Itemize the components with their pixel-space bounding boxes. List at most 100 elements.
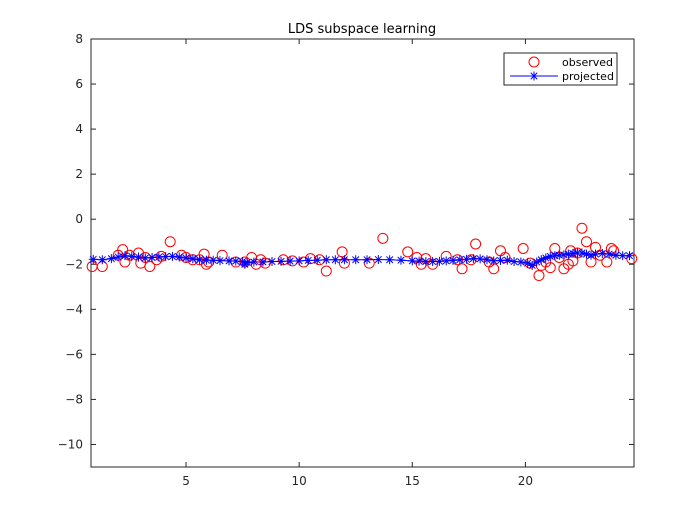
legend-box	[503, 52, 618, 86]
star-stroke	[524, 259, 532, 267]
projected-point	[276, 256, 286, 266]
star-stroke	[560, 251, 568, 259]
projected-point	[174, 252, 184, 262]
star-stroke	[582, 250, 591, 258]
projected-point	[482, 255, 492, 265]
observed-point	[144, 261, 156, 273]
projected-point	[267, 257, 277, 267]
star-stroke	[196, 256, 204, 264]
star-stroke	[162, 253, 170, 261]
star-stroke	[352, 256, 360, 264]
observed-point	[517, 242, 529, 254]
star-stroke	[605, 250, 613, 258]
projected-point	[154, 252, 164, 262]
x-tick-label: 20	[518, 474, 533, 488]
projected-point	[339, 255, 349, 265]
star-stroke	[313, 256, 321, 264]
projected-point	[597, 248, 607, 258]
star-stroke	[422, 257, 430, 266]
projected-point	[523, 258, 533, 268]
observed-point	[533, 270, 545, 282]
star-stroke	[449, 256, 457, 265]
star-stroke	[510, 257, 518, 266]
projected-point	[224, 256, 234, 266]
projected-point	[385, 255, 395, 265]
star-stroke	[415, 257, 423, 265]
star-stroke	[578, 249, 586, 257]
observed-point	[377, 232, 389, 244]
observed-point	[605, 242, 617, 254]
projected-point	[258, 257, 268, 267]
projected-point	[321, 255, 331, 265]
star-stroke	[225, 257, 233, 265]
plot-area	[91, 39, 634, 467]
star-stroke	[591, 250, 600, 258]
y-tick-label: 2	[75, 167, 83, 181]
projected-point	[396, 255, 406, 265]
y-tick-label: −2	[65, 257, 83, 271]
star-stroke	[189, 255, 197, 263]
star-stroke	[331, 256, 339, 264]
star-stroke	[483, 256, 491, 264]
star-stroke	[259, 258, 267, 266]
projected-point	[215, 256, 225, 266]
axes-box	[90, 38, 635, 468]
star-stroke	[587, 251, 595, 259]
legend-marker-observed	[528, 56, 540, 68]
observed-point	[402, 246, 414, 258]
star-stroke	[277, 257, 285, 265]
legend-label-projected: projected	[562, 70, 614, 83]
projected-point	[106, 254, 116, 264]
projected-point	[167, 251, 177, 261]
y-tick-label: 4	[75, 122, 83, 136]
star-stroke	[250, 258, 258, 266]
star-stroke	[564, 250, 572, 258]
star-stroke	[546, 252, 554, 260]
projected-point	[455, 255, 465, 265]
star-stroke	[612, 251, 620, 259]
star-stroke	[374, 255, 382, 264]
projected-point	[373, 255, 383, 265]
star-stroke	[517, 258, 525, 266]
projected-point	[285, 256, 295, 266]
star-stroke	[89, 255, 97, 263]
chart-title: LDS subspace learning	[288, 22, 436, 37]
star-stroke	[490, 257, 498, 265]
star-stroke	[182, 254, 190, 262]
projected-point	[97, 255, 107, 265]
star-stroke	[295, 257, 303, 265]
projected-point	[462, 254, 472, 264]
observed-point	[544, 262, 556, 274]
projected-point	[624, 251, 634, 261]
star-stroke	[155, 253, 163, 261]
projected-point	[88, 254, 98, 264]
star-stroke	[134, 253, 143, 261]
x-tick-label: 15	[405, 474, 420, 488]
star-stroke	[598, 249, 606, 258]
star-stroke	[216, 257, 224, 265]
star-stroke	[476, 255, 484, 263]
star-stroke	[363, 256, 371, 264]
star-stroke	[322, 256, 330, 264]
star-stroke	[141, 254, 149, 262]
projected-point	[604, 249, 614, 259]
y-tick-label: 0	[75, 212, 83, 226]
projected-point	[502, 255, 512, 265]
star-stroke	[340, 256, 348, 264]
observed-point	[117, 244, 129, 256]
star-stroke	[469, 255, 477, 263]
y-tick-label: 6	[75, 77, 83, 91]
star-stroke	[386, 256, 394, 264]
star-stroke	[542, 254, 550, 262]
star-stroke	[503, 256, 511, 264]
star-stroke	[209, 256, 217, 264]
star-stroke	[435, 257, 444, 265]
projected-point	[362, 255, 372, 265]
observed-point	[580, 236, 592, 248]
projected-point	[113, 252, 123, 262]
star-stroke	[128, 252, 136, 260]
observed-point	[576, 222, 588, 234]
